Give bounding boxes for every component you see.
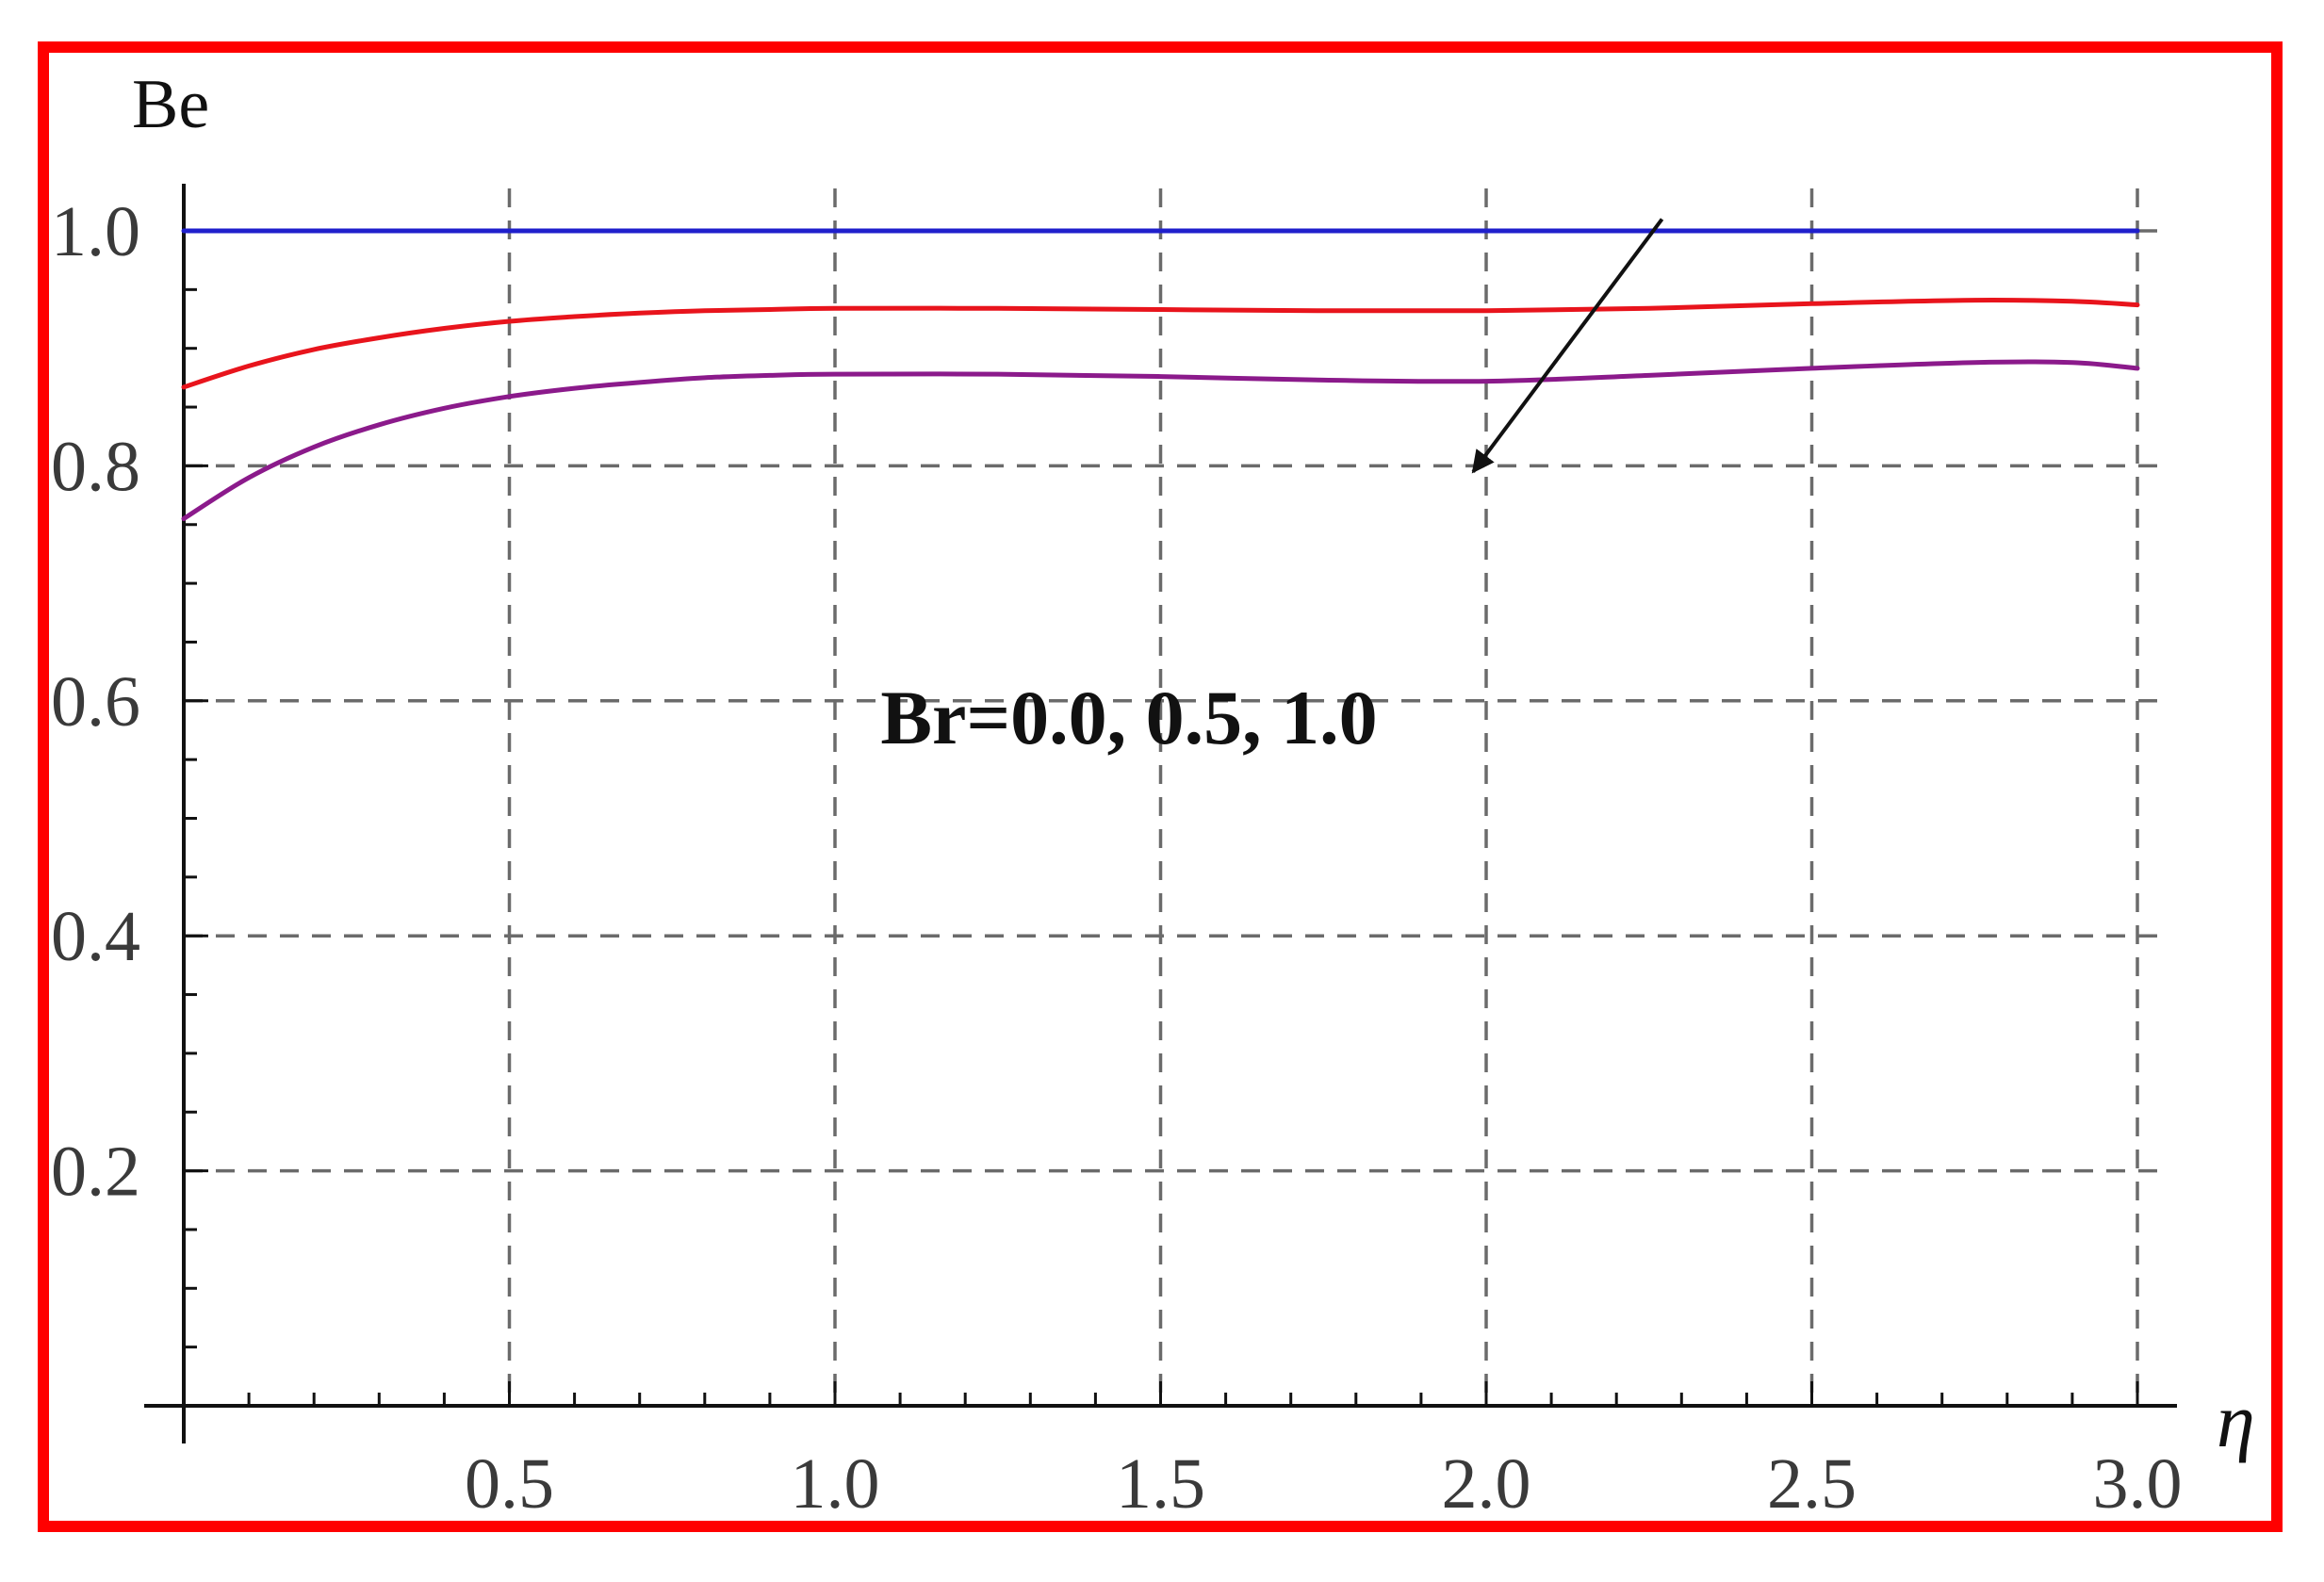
x-tick-label: 2.0: [1442, 1444, 1531, 1524]
x-tick-label: 0.5: [465, 1444, 554, 1524]
series-line-3: [181, 359, 2140, 521]
annotation-label: Br=0.0, 0.5, 1.0: [880, 675, 1377, 760]
y-tick-label: 0.8: [51, 427, 140, 506]
annotation-arrow: [1471, 218, 1664, 474]
x-tick-label: 3.0: [2093, 1444, 2183, 1524]
y-axis-label: Be: [132, 66, 209, 143]
y-tick-label: 0.6: [51, 662, 140, 742]
chart-frame: [38, 41, 2283, 1532]
x-tick-label: 1.5: [1116, 1444, 1205, 1524]
tick-marks: [184, 229, 2139, 1406]
grid-lines: [184, 188, 2168, 1406]
y-tick-label: 1.0: [51, 192, 140, 271]
annotation: Br=0.0, 0.5, 1.0: [880, 218, 1664, 760]
x-axis-label: η: [2217, 1378, 2255, 1463]
y-tick-label: 0.2: [51, 1133, 140, 1212]
tick-labels: 0.5 1.0 1.5 2.0 2.5 3.0 0.2 0.4 0.6 0.8 1.0: [51, 192, 2183, 1524]
x-tick-label: 1.0: [791, 1444, 880, 1524]
x-tick-label: 2.5: [1767, 1444, 1857, 1524]
series-line-2: [181, 297, 2140, 390]
data-series: [181, 228, 2140, 521]
y-tick-label: 0.4: [51, 897, 140, 976]
